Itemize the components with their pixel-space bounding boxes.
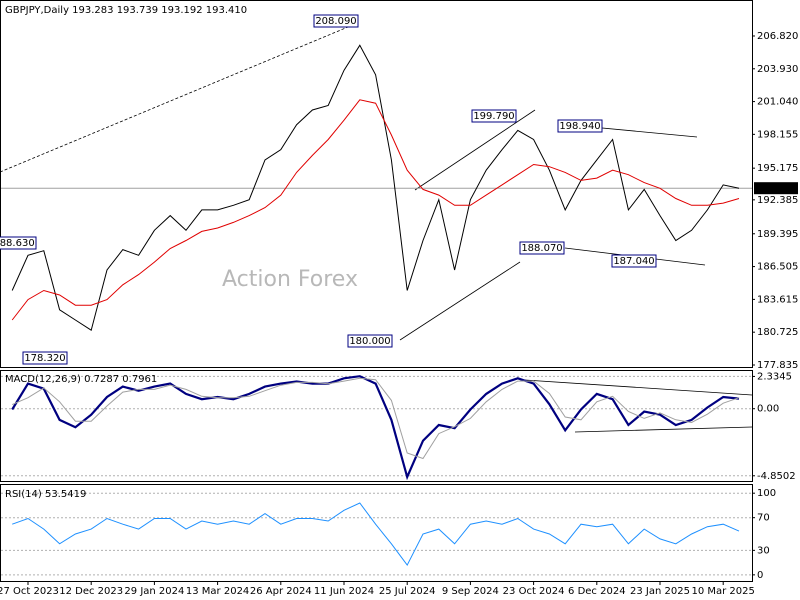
y-tick-label: 206.820 bbox=[757, 31, 798, 42]
y-tick-label: 177.835 bbox=[757, 360, 798, 371]
trend-line bbox=[0, 21, 361, 173]
y-tick-label: 180.725 bbox=[757, 327, 798, 338]
trend-line bbox=[574, 426, 753, 433]
y-tick-label: 203.930 bbox=[757, 64, 798, 75]
x-tick-label: 26 Apr 2024 bbox=[250, 586, 312, 597]
y-tick-label: 70 bbox=[757, 513, 770, 524]
price-panel bbox=[0, 0, 753, 368]
trend-line bbox=[524, 379, 753, 396]
x-tick-label: 12 Dec 2023 bbox=[59, 586, 123, 597]
x-tick-label: 13 Mar 2024 bbox=[186, 586, 249, 597]
price-annotation: 187.040 bbox=[613, 256, 654, 267]
price-annotation-box bbox=[313, 14, 359, 28]
series-line bbox=[11, 99, 740, 321]
y-tick-label: 198.155 bbox=[757, 129, 798, 140]
price-annotation: 188.070 bbox=[521, 243, 562, 254]
panel-title: RSI(14) 53.5419 bbox=[5, 489, 86, 500]
price-annotation: 198.940 bbox=[559, 121, 600, 132]
price-annotation: 199.790 bbox=[473, 111, 514, 122]
x-tick-label: 23 Jan 2025 bbox=[630, 586, 690, 597]
x-tick-label: 6 Dec 2024 bbox=[568, 586, 626, 597]
y-tick-label: 183.615 bbox=[757, 294, 798, 305]
price-annotation: 178.320 bbox=[24, 353, 65, 364]
series-line bbox=[11, 44, 740, 331]
y-tick-label: -4.8502 bbox=[757, 471, 796, 482]
last-price-label: 193.410 bbox=[757, 183, 798, 194]
y-tick-label: 192.385 bbox=[757, 195, 798, 206]
x-tick-label: 25 Jul 2024 bbox=[379, 586, 436, 597]
trend-line bbox=[414, 109, 536, 191]
x-tick-label: 23 Oct 2024 bbox=[503, 586, 565, 597]
price-annotation-box bbox=[611, 254, 657, 268]
panel-title: GBPJPY,Daily 193.283 193.739 193.192 193… bbox=[5, 5, 247, 16]
series-line bbox=[11, 375, 740, 481]
last-price-box bbox=[754, 182, 798, 195]
macd-panel bbox=[0, 370, 753, 482]
price-annotation-box bbox=[347, 334, 393, 348]
x-tick-label: 29 Jan 2024 bbox=[124, 586, 184, 597]
y-tick-label: 0 bbox=[757, 570, 763, 581]
y-tick-label: 0.00 bbox=[757, 404, 779, 415]
price-annotation-box bbox=[519, 241, 565, 255]
watermark: Action Forex bbox=[222, 267, 358, 292]
y-tick-label: 100 bbox=[757, 488, 776, 499]
trend-line bbox=[399, 261, 521, 341]
price-annotation-box bbox=[557, 119, 603, 133]
x-tick-label: 27 Oct 2023 bbox=[0, 586, 59, 597]
y-tick-label: 201.040 bbox=[757, 97, 798, 108]
rsi-panel bbox=[0, 484, 753, 582]
y-tick-label: 195.175 bbox=[757, 163, 798, 174]
price-annotation: 208.090 bbox=[315, 16, 356, 27]
series-line bbox=[11, 377, 740, 460]
x-tick-label: 11 Jun 2024 bbox=[314, 586, 374, 597]
y-tick-label: 2.3345 bbox=[757, 371, 792, 382]
panel-title: MACD(12,26,9) 0.7287 0.7961 bbox=[5, 374, 157, 385]
y-tick-label: 189.395 bbox=[757, 229, 798, 240]
x-tick-label: 9 Sep 2024 bbox=[442, 586, 499, 597]
series-line bbox=[12, 502, 740, 567]
y-tick-label: 186.505 bbox=[757, 262, 798, 273]
price-annotation-box bbox=[22, 351, 68, 365]
price-annotation-box bbox=[471, 109, 517, 123]
price-annotation: 180.000 bbox=[349, 336, 390, 347]
y-tick-label: 30 bbox=[757, 545, 770, 556]
price-annotation: 188.630 bbox=[0, 238, 35, 249]
price-annotation-box bbox=[0, 236, 37, 250]
x-tick-label: 10 Mar 2025 bbox=[691, 586, 754, 597]
